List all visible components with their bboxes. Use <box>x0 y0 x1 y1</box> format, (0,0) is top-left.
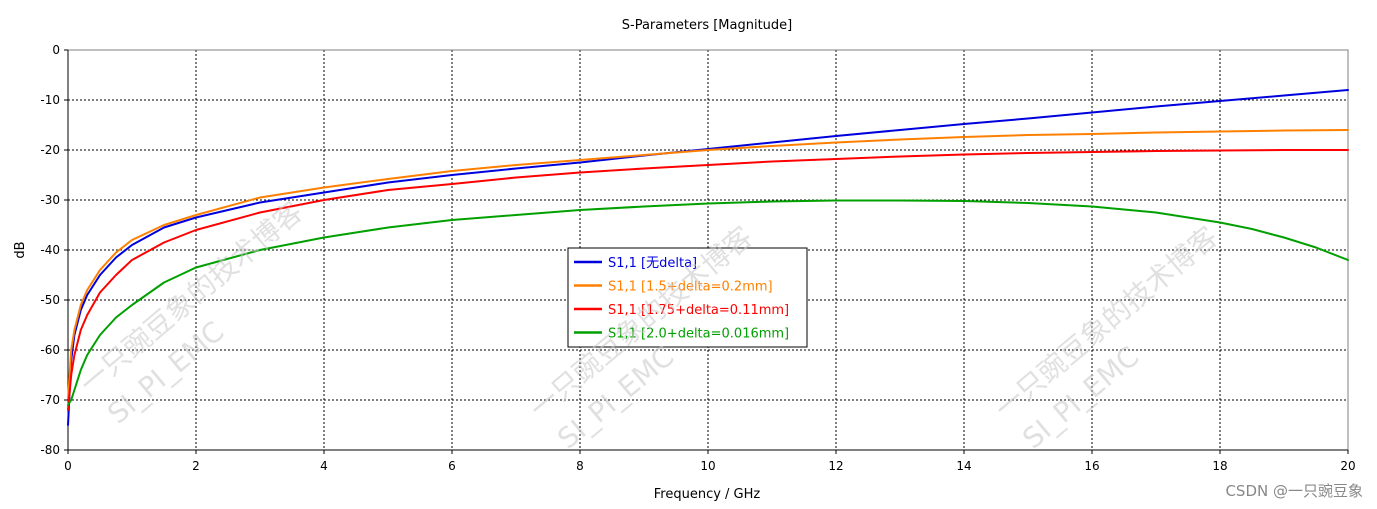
y-tick-label: -80 <box>40 443 60 457</box>
y-tick-label: -70 <box>40 393 60 407</box>
x-tick-label: 4 <box>320 459 328 473</box>
y-tick-label: -40 <box>40 243 60 257</box>
x-tick-label: 18 <box>1212 459 1227 473</box>
series-line-1 <box>67 89 1349 426</box>
chart-title: S-Parameters [Magnitude] <box>622 18 793 33</box>
x-tick-label: 12 <box>828 459 843 473</box>
x-axis-label: Frequency / GHz <box>654 487 761 502</box>
legend-label-2: S1,1 [1.5+delta=0.2mm] <box>608 280 773 295</box>
x-tick-label: 16 <box>1084 459 1099 473</box>
x-tick-label: 0 <box>64 459 72 473</box>
y-tick-labels: 0 -10 -20 -30 -40 -50 -60 -70 -80 <box>40 43 68 457</box>
series-layer <box>67 89 1349 426</box>
y-tick-label: 0 <box>52 43 60 57</box>
series-line-4 <box>67 199 1349 406</box>
y-tick-label: -30 <box>40 193 60 207</box>
x-tick-label: 10 <box>700 459 715 473</box>
x-tick-label: 2 <box>192 459 200 473</box>
series-line-3 <box>67 149 1349 411</box>
series-line-2 <box>67 129 1349 401</box>
y-axis-label: dB <box>13 241 28 258</box>
credit-text: CSDN @一只豌豆象 <box>1225 482 1363 500</box>
legend-label-1: S1,1 [无delta] <box>608 256 697 271</box>
x-tick-label: 6 <box>448 459 456 473</box>
x-tick-label: 14 <box>956 459 971 473</box>
legend-label-3: S1,1 [1.75+delta=0.11mm] <box>608 303 789 318</box>
y-tick-label: -10 <box>40 93 60 107</box>
y-tick-label: -50 <box>40 293 60 307</box>
x-tick-labels: 0 2 4 6 8 10 12 14 16 18 20 <box>64 450 1356 473</box>
x-tick-label: 20 <box>1340 459 1355 473</box>
x-tick-label: 8 <box>576 459 584 473</box>
legend: S1,1 [无delta] S1,1 [1.5+delta=0.2mm] S1,1 … <box>567 247 808 348</box>
y-tick-label: -20 <box>40 143 60 157</box>
legend-box <box>567 247 808 348</box>
y-tick-label: -60 <box>40 343 60 357</box>
legend-label-4: S1,1 [2.0+delta=0.016mm] <box>608 327 789 342</box>
